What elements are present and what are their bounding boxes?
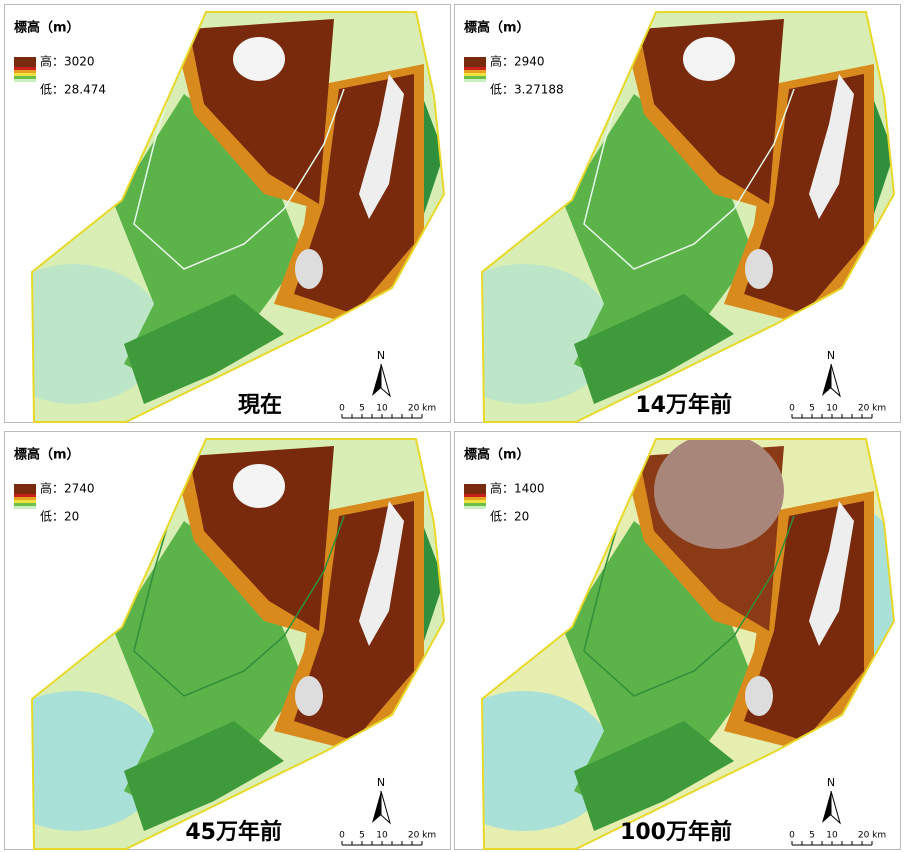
swatch-band: [14, 500, 36, 503]
north-label: N: [827, 776, 835, 789]
north-label: N: [377, 349, 385, 362]
north-arrow: [822, 364, 831, 396]
north-arrow: [381, 364, 390, 396]
north-label: N: [827, 349, 835, 362]
swatch-band: [464, 70, 486, 73]
scale-label: 0: [339, 831, 345, 841]
legend-low: 低：20: [490, 510, 529, 524]
peak-white: [295, 249, 323, 289]
swatch-band: [464, 500, 486, 503]
north-arrow: [831, 791, 840, 823]
swatch-band: [14, 70, 36, 73]
scale-label: 20 km: [408, 404, 436, 414]
legend-low: 低：3.27188: [490, 83, 564, 97]
swatch-band: [464, 67, 486, 70]
north-arrow: [381, 791, 390, 823]
swatch-high: [14, 57, 36, 67]
swatch-band: [464, 76, 486, 79]
swatch-high: [464, 57, 486, 67]
scale-label: 20 km: [858, 831, 886, 841]
north-arrow: [822, 791, 831, 823]
legend-high: 高：2940: [490, 54, 545, 69]
north-arrow: [372, 364, 381, 396]
swatch-band: [14, 67, 36, 70]
figure: 標高（m） 高：3020 低：28.474 現在 N 0 5 10 20 km 標高（m） 高：29…: [0, 0, 906, 852]
summit-white: [683, 37, 735, 81]
north-arrow: [372, 791, 381, 823]
map-panel: 標高（m） 高：3020 低：28.474 現在 N 0 5 10 20 km: [4, 4, 451, 423]
north-arrow: [831, 364, 840, 396]
scale-label: 20 km: [858, 404, 886, 414]
swatch-band: [14, 79, 36, 82]
map-panel: 標高（m） 高：1400 低：20 100万年前 N 0 5 10 20 km: [454, 431, 901, 850]
swatch-band: [14, 503, 36, 506]
scale-label: 10: [376, 404, 388, 414]
summit-white: [233, 464, 285, 508]
summit-gray: [654, 433, 784, 549]
swatch-band: [14, 494, 36, 497]
scale-label: 5: [809, 831, 815, 841]
swatch-band: [14, 76, 36, 79]
peak-white: [745, 676, 773, 716]
peak-white: [295, 676, 323, 716]
legend-title: 標高（m）: [14, 20, 80, 36]
swatch-band: [464, 79, 486, 82]
scale-label: 0: [339, 404, 345, 414]
swatch-high: [464, 484, 486, 494]
legend-high: 高：3020: [40, 54, 95, 69]
swatch-band: [14, 73, 36, 76]
scale-label: 10: [826, 404, 838, 414]
period-label: 100万年前: [620, 819, 732, 845]
legend-high: 高：2740: [40, 481, 95, 496]
scale-label: 5: [809, 404, 815, 414]
legend-title: 標高（m）: [464, 20, 530, 36]
scale-label: 10: [376, 831, 388, 841]
summit-white: [233, 37, 285, 81]
swatch-band: [14, 497, 36, 500]
peak-white: [745, 249, 773, 289]
period-label: 現在: [238, 392, 282, 418]
swatch-band: [464, 497, 486, 500]
legend-low: 低：28.474: [40, 83, 106, 97]
map-panel: 標高（m） 高：2740 低：20 45万年前 N 0 5 10 20 km: [4, 431, 451, 850]
legend-title: 標高（m）: [14, 447, 80, 463]
north-label: N: [377, 776, 385, 789]
swatch-band: [464, 73, 486, 76]
scale-label: 10: [826, 831, 838, 841]
swatch-band: [464, 503, 486, 506]
scale-label: 5: [359, 404, 365, 414]
scale-label: 20 km: [408, 831, 436, 841]
swatch-high: [14, 484, 36, 494]
legend-high: 高：1400: [490, 481, 545, 496]
period-label: 45万年前: [185, 819, 282, 845]
map-panel: 標高（m） 高：2940 低：3.27188 14万年前 N 0 5 10 20 km: [454, 4, 901, 423]
swatch-band: [464, 506, 486, 509]
period-label: 14万年前: [635, 392, 732, 418]
swatch-band: [14, 506, 36, 509]
scale-label: 0: [789, 831, 795, 841]
legend-low: 低：20: [40, 510, 79, 524]
swatch-band: [464, 494, 486, 497]
scale-label: 0: [789, 404, 795, 414]
legend-title: 標高（m）: [464, 447, 530, 463]
scale-label: 5: [359, 831, 365, 841]
